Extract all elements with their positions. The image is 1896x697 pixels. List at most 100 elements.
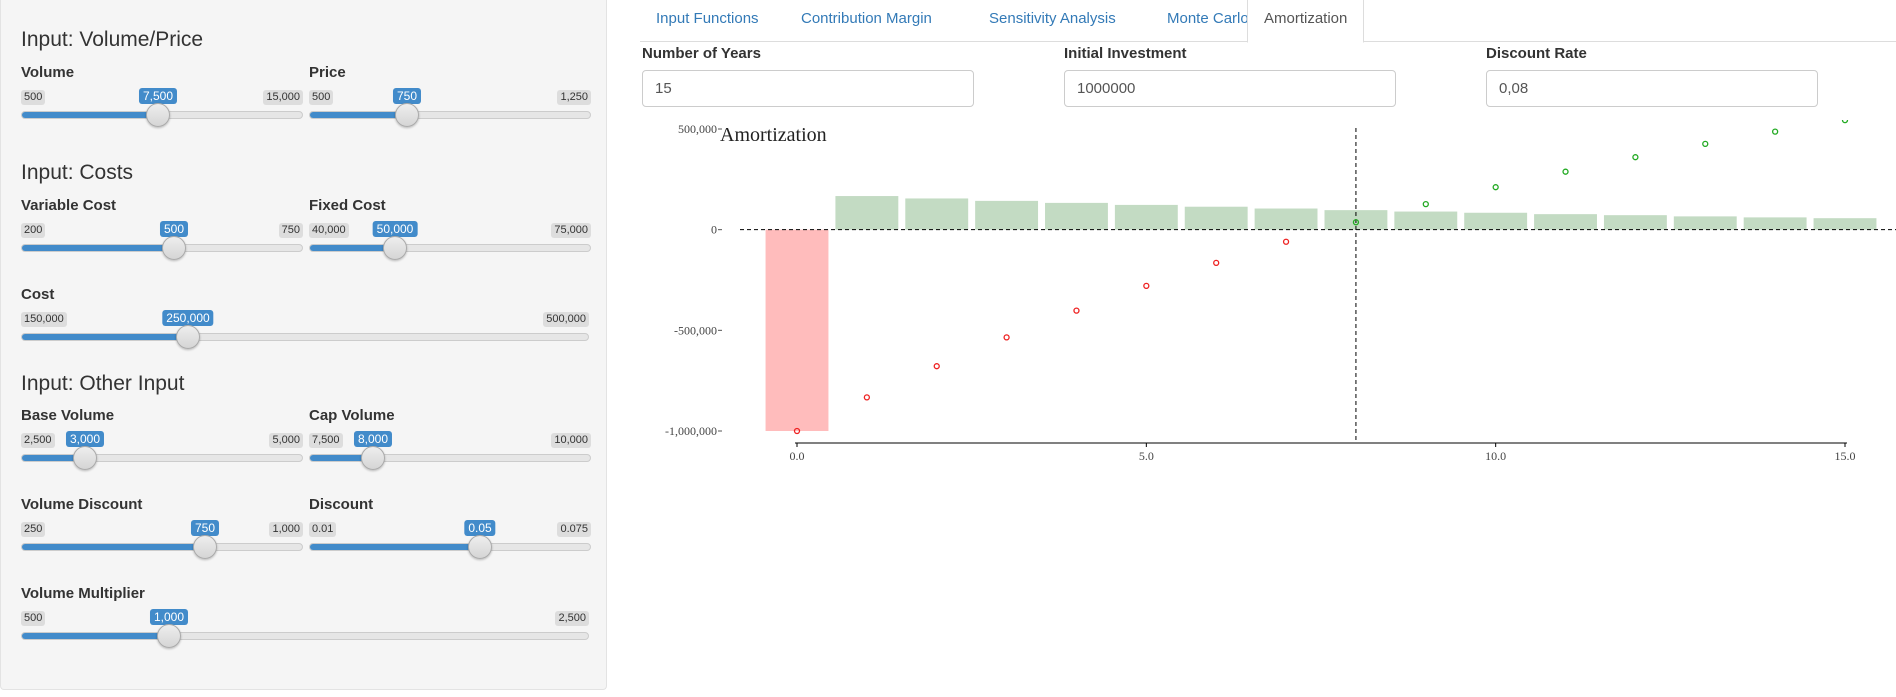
investment-input[interactable]: 1000000 bbox=[1064, 70, 1396, 107]
base-volume-track[interactable] bbox=[21, 454, 303, 462]
variable-cost-label: Variable Cost bbox=[21, 197, 117, 214]
cumulative-point bbox=[1213, 259, 1220, 267]
variable-cost-fill bbox=[22, 245, 175, 251]
base-volume-max: 5,000 bbox=[269, 433, 303, 448]
chart-bar bbox=[975, 200, 1039, 230]
amortization-chart-svg: Amortization 0.0 5.0 10.0 15.0 500,000 0 -500,0… bbox=[665, 120, 1896, 463]
x-tick-label: 10.0 bbox=[1485, 449, 1506, 463]
base-volume-handle[interactable] bbox=[73, 446, 97, 470]
investment-label: Initial Investment bbox=[1064, 45, 1187, 62]
tab-contribution-margin[interactable]: Contribution Margin bbox=[801, 10, 932, 27]
cumulative-point bbox=[863, 394, 871, 401]
price-slider[interactable]: Price 500 1,250 750 bbox=[309, 64, 591, 127]
fixed-cost-label: Fixed Cost bbox=[309, 197, 386, 214]
discount-rate-label: Discount Rate bbox=[1486, 45, 1587, 62]
cap-volume-track[interactable] bbox=[309, 454, 591, 462]
volume-multiplier-track[interactable] bbox=[21, 632, 589, 640]
chart-bar bbox=[1813, 218, 1877, 230]
years-label: Number of Years bbox=[642, 45, 761, 62]
variable-cost-min: 200 bbox=[21, 223, 46, 238]
cost-fill bbox=[22, 334, 189, 340]
variable-cost-handle[interactable] bbox=[162, 236, 186, 260]
fixed-cost-handle[interactable] bbox=[383, 236, 407, 260]
volume-value: 7,500 bbox=[138, 88, 178, 108]
tab-monte-carlo[interactable]: Monte Carlo bbox=[1167, 10, 1249, 27]
chart-bar bbox=[1045, 202, 1108, 230]
discount-max: 0.075 bbox=[557, 522, 591, 537]
chart-bar bbox=[1743, 217, 1807, 230]
volume-multiplier-max: 2,500 bbox=[555, 611, 589, 626]
tab-bar: Input Functions Contribution Margin Sens… bbox=[640, 0, 1896, 43]
section-title-volume-price: Input: Volume/Price bbox=[21, 28, 204, 51]
price-value: 750 bbox=[392, 88, 422, 108]
volume-max: 15,000 bbox=[263, 90, 303, 105]
sidebar-panel: Input: Volume/Price Volume 500 15,000 7,… bbox=[0, 0, 607, 690]
cost-slider[interactable]: Cost 150,000 500,000 250,000 bbox=[21, 286, 589, 349]
volume-discount-track[interactable] bbox=[21, 543, 303, 551]
volume-discount-label: Volume Discount bbox=[21, 496, 143, 513]
chart-bar bbox=[1394, 211, 1458, 230]
section-title-costs: Input: Costs bbox=[21, 161, 134, 184]
volume-min: 500 bbox=[21, 90, 46, 105]
discount-rate-input[interactable]: 0,08 bbox=[1486, 70, 1818, 107]
variable-cost-max: 750 bbox=[278, 223, 303, 238]
discount-fill bbox=[310, 544, 481, 550]
fixed-cost-min: 40,000 bbox=[309, 223, 349, 238]
y-tick-label: 0 bbox=[711, 223, 717, 237]
volume-multiplier-value: 1,000 bbox=[149, 609, 189, 629]
chart-bar bbox=[835, 196, 899, 230]
base-volume-fill bbox=[22, 455, 86, 461]
x-tick-label: 15.0 bbox=[1835, 449, 1856, 463]
tab-input-functions[interactable]: Input Functions bbox=[656, 10, 759, 27]
volume-fill bbox=[22, 112, 159, 118]
chart-bar bbox=[1603, 215, 1667, 230]
cumulative-point bbox=[1003, 334, 1010, 341]
cost-value: 250,000 bbox=[162, 310, 214, 330]
price-track[interactable] bbox=[309, 111, 591, 119]
cap-volume-slider[interactable]: Cap Volume 7,500 10,000 8,000 bbox=[309, 407, 591, 470]
cost-max: 500,000 bbox=[543, 312, 589, 327]
cap-volume-handle[interactable] bbox=[361, 446, 385, 470]
volume-slider[interactable]: Volume 500 15,000 7,500 bbox=[21, 64, 303, 127]
chart-bar bbox=[1673, 216, 1737, 230]
discount-handle[interactable] bbox=[468, 535, 492, 559]
tab-amortization[interactable]: Amortization bbox=[1247, 0, 1365, 43]
cumulative-point bbox=[1562, 168, 1569, 175]
base-volume-slider[interactable]: Base Volume 2,500 5,000 3,000 bbox=[21, 407, 303, 470]
discount-value: 0.05 bbox=[464, 520, 496, 540]
x-tick-label: 5.0 bbox=[1139, 449, 1154, 463]
cost-handle[interactable] bbox=[176, 325, 200, 349]
chart-bar bbox=[765, 229, 829, 431]
fixed-cost-value: 50,000 bbox=[372, 221, 418, 241]
y-tick-label: 500,000 bbox=[678, 122, 717, 136]
volume-multiplier-slider[interactable]: Volume Multiplier 500 2,500 1,000 bbox=[21, 585, 589, 648]
variable-cost-value: 500 bbox=[159, 221, 189, 241]
volume-multiplier-handle[interactable] bbox=[157, 624, 181, 648]
cumulative-point bbox=[1352, 219, 1360, 226]
base-volume-value: 3,000 bbox=[65, 431, 105, 451]
chart-bar bbox=[1464, 212, 1528, 230]
years-input[interactable]: 15 bbox=[642, 70, 974, 107]
discount-track[interactable] bbox=[309, 543, 591, 551]
cap-volume-label: Cap Volume bbox=[309, 407, 395, 424]
cap-volume-value: 8,000 bbox=[353, 431, 393, 451]
chart-title: Amortization bbox=[720, 124, 827, 146]
cumulative-point bbox=[1841, 120, 1849, 124]
volume-multiplier-fill bbox=[22, 633, 170, 639]
cost-track[interactable] bbox=[21, 333, 589, 341]
volume-handle[interactable] bbox=[146, 103, 170, 127]
fixed-cost-slider[interactable]: Fixed Cost 40,000 75,000 50,000 bbox=[309, 197, 591, 260]
fixed-cost-track[interactable] bbox=[309, 244, 591, 252]
discount-slider[interactable]: Discount 0.01 0.075 0.05 bbox=[309, 496, 591, 559]
volume-discount-slider[interactable]: Volume Discount 250 1,000 750 bbox=[21, 496, 303, 559]
volume-discount-handle[interactable] bbox=[193, 535, 217, 559]
variable-cost-slider[interactable]: Variable Cost 200 750 500 bbox=[21, 197, 303, 260]
volume-discount-fill bbox=[22, 544, 206, 550]
chart-bar bbox=[1114, 204, 1178, 230]
volume-label: Volume bbox=[21, 64, 75, 81]
discount-label: Discount bbox=[309, 496, 374, 513]
tab-sensitivity-analysis[interactable]: Sensitivity Analysis bbox=[989, 10, 1116, 27]
volume-discount-max: 1,000 bbox=[269, 522, 303, 537]
price-handle[interactable] bbox=[395, 103, 419, 127]
cost-label: Cost bbox=[21, 286, 55, 303]
